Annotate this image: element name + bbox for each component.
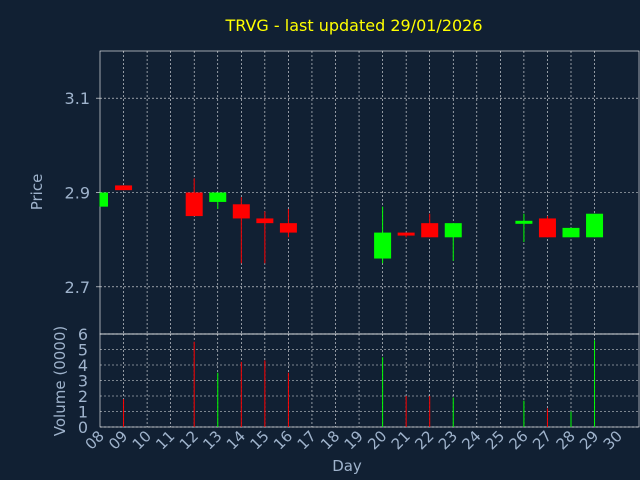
x-axis-ticks: 0809101112131415161718192021222324252627…: [82, 427, 626, 453]
volume-tick-label: 4: [78, 356, 88, 375]
x-tick-label: 26: [505, 427, 531, 453]
volume-tick-label: 2: [78, 387, 88, 406]
candle-body: [421, 223, 439, 238]
candle-body: [256, 218, 274, 224]
candle-body: [100, 192, 108, 207]
chart-title: TRVG - last updated 29/01/2026: [224, 16, 482, 35]
price-grid: [100, 51, 639, 334]
candle-body: [538, 218, 556, 238]
x-tick-label: 19: [341, 427, 367, 453]
x-tick-label: 13: [199, 427, 225, 453]
volume-grid: [100, 333, 639, 428]
candle-body: [397, 232, 415, 236]
x-tick-label: 29: [576, 427, 602, 453]
candle-body: [185, 192, 203, 217]
x-tick-label: 17: [294, 427, 320, 453]
x-tick-label: 24: [458, 427, 484, 453]
volume-axis-label: Volume (0000): [51, 326, 69, 436]
x-tick-label: 18: [317, 427, 343, 453]
candle-body: [279, 223, 297, 233]
candle-body: [374, 232, 392, 259]
candle-body: [515, 220, 533, 224]
price-tick-label: 3.1: [65, 89, 90, 108]
x-tick-label: 30: [600, 427, 626, 453]
candle-body: [232, 204, 250, 219]
x-tick-label: 10: [129, 427, 155, 453]
volume-bars: [123, 340, 596, 427]
volume-tick-label: 0: [78, 418, 88, 437]
x-tick-label: 27: [529, 427, 555, 453]
x-axis-label: Day: [332, 457, 362, 475]
price-tick-label: 2.7: [65, 278, 90, 297]
x-tick-label: 14: [223, 427, 249, 453]
candle-body: [209, 192, 227, 202]
candle-body: [444, 223, 462, 238]
price-y-ticks: 2.7 2.9 3.1: [65, 89, 100, 297]
candles: [99, 178, 604, 264]
volume-tick-label: 3: [78, 372, 88, 391]
volume-tick-label: 1: [78, 403, 88, 422]
candle-body: [586, 213, 604, 238]
x-tick-label: 16: [270, 427, 296, 453]
x-tick-label: 12: [176, 427, 202, 453]
volume-tick-label: 6: [78, 325, 88, 344]
x-tick-label: 15: [246, 427, 272, 453]
x-tick-label: 20: [364, 427, 390, 453]
x-tick-label: 11: [152, 427, 178, 453]
volume-tick-label: 5: [78, 341, 88, 360]
x-tick-label: 09: [105, 427, 131, 453]
price-tick-label: 2.9: [65, 184, 90, 203]
price-axis-label: Price: [28, 174, 46, 211]
x-tick-label: 22: [411, 427, 437, 453]
x-tick-label: 28: [553, 427, 579, 453]
x-tick-label: 21: [388, 427, 414, 453]
candle-body: [562, 227, 580, 238]
candle-body: [115, 185, 133, 191]
x-tick-label: 25: [482, 427, 508, 453]
x-tick-label: 23: [435, 427, 461, 453]
